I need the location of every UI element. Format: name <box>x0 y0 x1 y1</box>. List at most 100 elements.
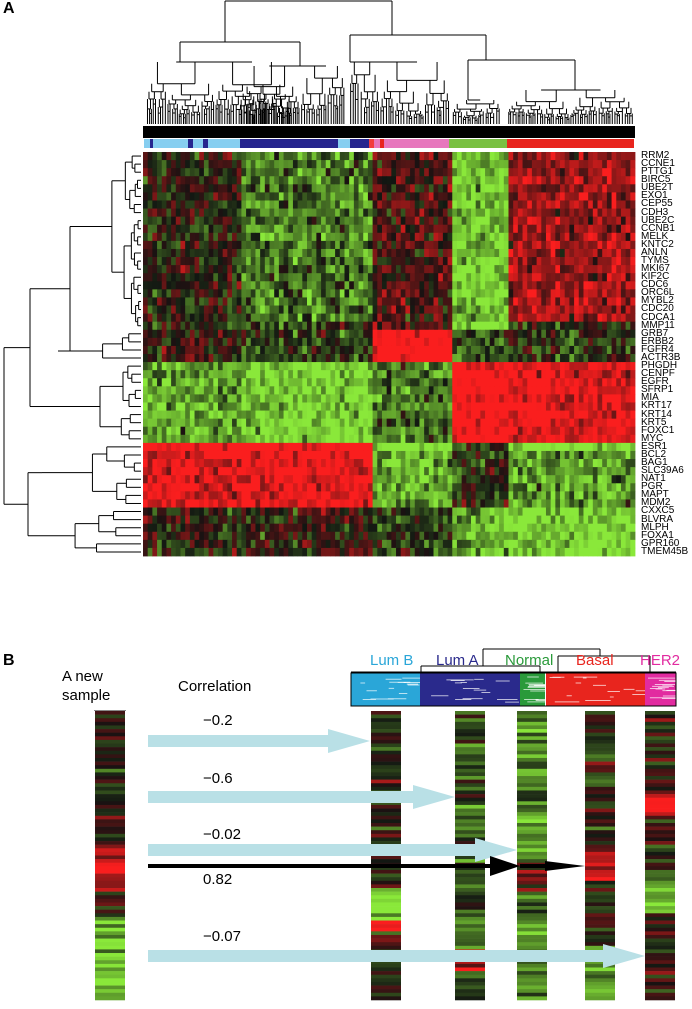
centroid-streak <box>455 699 472 700</box>
normal-cell <box>517 754 547 759</box>
centroid-streak <box>398 693 408 694</box>
her2-cell <box>645 794 675 798</box>
normal-cell <box>517 898 547 903</box>
gene-label: BAG1 <box>641 456 668 468</box>
centroid-streak <box>535 700 551 701</box>
her2-cell <box>645 822 675 827</box>
new-sample-cell <box>95 967 125 972</box>
centroid-streak <box>607 691 620 692</box>
basal-cell <box>585 884 615 889</box>
normal-cell <box>517 906 547 910</box>
gene-label: KIF2C <box>641 271 670 283</box>
her2-cell <box>645 841 675 845</box>
new-sample-cell <box>95 743 125 748</box>
basal-cell <box>585 790 615 795</box>
new-sample-cell <box>95 895 125 900</box>
lum-a-cell <box>455 981 485 986</box>
sample-dendrogram <box>146 0 633 124</box>
lum-a-cell <box>455 963 485 968</box>
centroid-streak <box>662 684 673 686</box>
normal-cell <box>517 765 547 770</box>
new-sample-cell <box>95 812 125 817</box>
lum-b-cell <box>371 826 401 831</box>
her2-cell <box>645 931 675 936</box>
lum-a-cell <box>455 721 485 726</box>
gene-label: CCNE1 <box>641 158 675 170</box>
normal-cell <box>517 721 547 726</box>
lum-b-cell <box>371 757 401 762</box>
lum-b-cell <box>371 920 401 925</box>
lum-b-cell <box>371 873 401 878</box>
basal-cell <box>585 906 615 910</box>
lum-a-cell <box>455 895 485 900</box>
lum-b-cell <box>371 866 401 871</box>
lum-a-cell <box>455 750 485 755</box>
lum-a-cell <box>455 888 485 892</box>
gene-label: MDM2 <box>641 497 671 509</box>
basal-cell <box>585 833 615 838</box>
lum-b-cell <box>371 916 401 921</box>
lum-b-cell <box>371 754 401 759</box>
lum-b-cell <box>371 783 401 788</box>
new-sample-cell <box>95 721 125 726</box>
gene-label: ERBB2 <box>641 335 674 347</box>
new-sample-cell <box>95 859 125 864</box>
basal-cell <box>585 725 615 730</box>
her2-cell <box>645 945 675 950</box>
centroid-streak <box>657 687 669 689</box>
lum-b-cell <box>371 776 401 780</box>
gene-label: KRT17 <box>641 400 672 412</box>
her2-cell <box>645 721 675 726</box>
normal-cell <box>517 963 547 968</box>
arrow-basal-primary <box>148 856 520 876</box>
normal-cell <box>517 794 547 798</box>
her2-cell <box>645 862 675 867</box>
lum-b-cell <box>371 808 401 813</box>
basal-cell <box>585 916 615 921</box>
new-sample-cell <box>95 855 125 860</box>
her2-cell <box>645 768 675 773</box>
new-sample-cell <box>95 844 125 849</box>
her2-cell <box>645 967 675 972</box>
gene-label: EXO1 <box>641 190 668 202</box>
lum-a-cell <box>455 790 485 795</box>
her2-cell <box>645 884 675 889</box>
her2-cell <box>645 963 675 968</box>
normal-cell <box>517 909 547 914</box>
basal-cell <box>585 765 615 770</box>
lum-b-cell <box>371 963 401 968</box>
her2-cell <box>645 830 675 835</box>
normal-cell <box>517 927 547 932</box>
basal-cell <box>585 772 615 777</box>
new-sample-cell <box>95 754 125 759</box>
new-sample-cell <box>95 804 125 809</box>
new-sample-cell <box>95 880 125 885</box>
her2-cell <box>645 906 675 910</box>
centroid-streak <box>609 696 614 698</box>
normal-cell <box>517 967 547 972</box>
expression-profiles <box>94 710 675 1001</box>
gene-label: EGFR <box>641 376 669 388</box>
normal-cell <box>517 830 547 835</box>
subtype-segment <box>338 139 350 148</box>
normal-cell <box>517 996 547 1001</box>
her2-cell <box>645 790 675 795</box>
arrow-her2 <box>148 944 645 968</box>
lum-b-cell <box>371 729 401 733</box>
basal-cell <box>585 967 615 972</box>
lum-b-cell <box>371 906 401 910</box>
normal-cell <box>517 725 547 730</box>
new-sample-cell <box>95 945 125 950</box>
gene-label: ESR1 <box>641 440 668 452</box>
new-sample-cell <box>95 772 125 777</box>
strip-top-edge <box>94 710 126 711</box>
basal-cell <box>585 754 615 759</box>
basal-cell <box>585 779 615 784</box>
basal-cell <box>585 808 615 813</box>
centroid-streak <box>402 677 427 679</box>
her2-cell <box>645 909 675 914</box>
lum-a-cell <box>455 711 485 715</box>
gene-dendrogram <box>3 155 141 553</box>
basal-cell <box>585 826 615 831</box>
